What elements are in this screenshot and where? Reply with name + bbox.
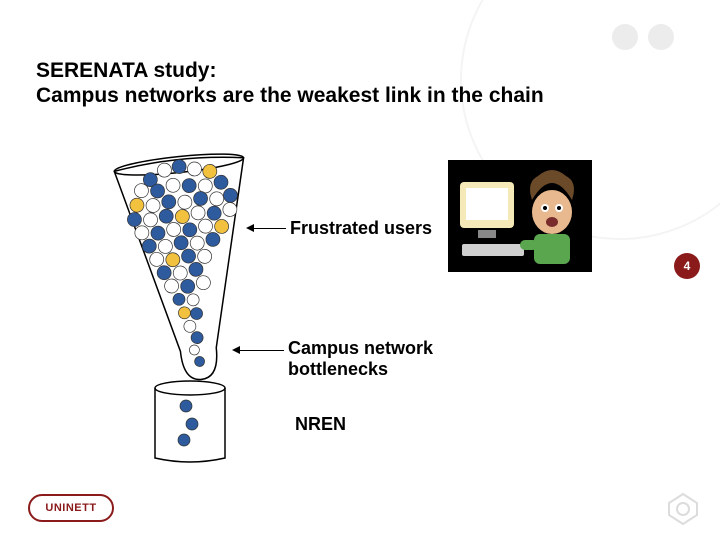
funnel-svg	[110, 150, 280, 470]
funnel-diagram	[110, 150, 280, 470]
page-number-badge: 4	[674, 253, 700, 279]
arrow-to-funnel-top	[254, 228, 286, 229]
dot	[612, 24, 638, 50]
arrow-head-icon	[232, 346, 240, 354]
dot	[648, 24, 674, 50]
slide-title: SERENATA study: Campus networks are the …	[36, 58, 680, 108]
label-line: Campus network	[288, 338, 433, 359]
label-line: bottlenecks	[288, 359, 433, 380]
title-line-2: Campus networks are the weakest link in …	[36, 83, 680, 108]
label-nren: NREN	[295, 414, 346, 435]
background-dots	[606, 24, 674, 55]
arrow-to-funnel-neck	[240, 350, 284, 351]
label-frustrated-users: Frustrated users	[290, 218, 432, 239]
frustrated-user-svg	[448, 160, 592, 272]
uninett-logo: UNINETT	[28, 494, 114, 522]
frustrated-user-image	[448, 160, 592, 272]
corner-decoration	[666, 492, 700, 526]
title-line-1: SERENATA study:	[36, 58, 680, 83]
arrow-head-icon	[246, 224, 254, 232]
label-campus-bottlenecks: Campus network bottlenecks	[288, 338, 433, 379]
